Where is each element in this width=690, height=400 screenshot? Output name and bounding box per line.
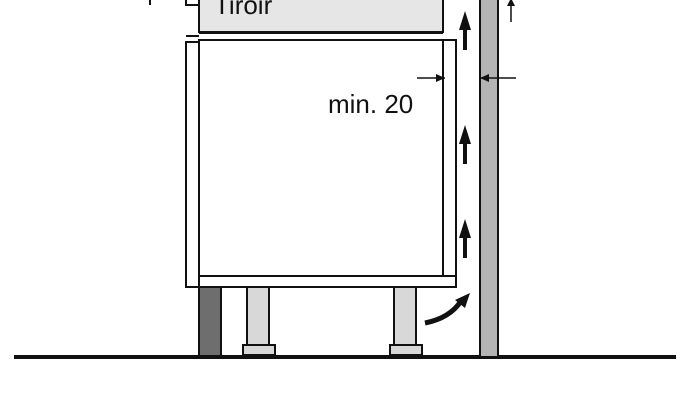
drawer-handle <box>149 0 199 6</box>
curved-arrow-icon <box>424 293 470 326</box>
up-arrow-icon <box>459 219 471 258</box>
dimension-arrow-icon <box>417 74 445 82</box>
wall-panel <box>479 0 499 358</box>
dimension-arrow-icon <box>480 74 516 82</box>
cabinet-side-panel <box>185 41 200 288</box>
drawer-label: Tiroir <box>214 0 273 20</box>
cabinet-body <box>198 39 457 277</box>
cabinet-bottom-shelf <box>198 275 457 288</box>
up-arrow-icon <box>459 125 471 164</box>
cabinet-foot-left <box>242 286 276 356</box>
plinth-panel <box>198 286 222 357</box>
up-arrow-icon <box>507 0 515 22</box>
floor-line <box>14 355 676 359</box>
up-arrow-icon <box>459 11 471 50</box>
cabinet-foot-right <box>389 286 423 356</box>
drawer-panel <box>198 0 444 33</box>
gap-dimension-label: min. 20 <box>328 89 413 119</box>
